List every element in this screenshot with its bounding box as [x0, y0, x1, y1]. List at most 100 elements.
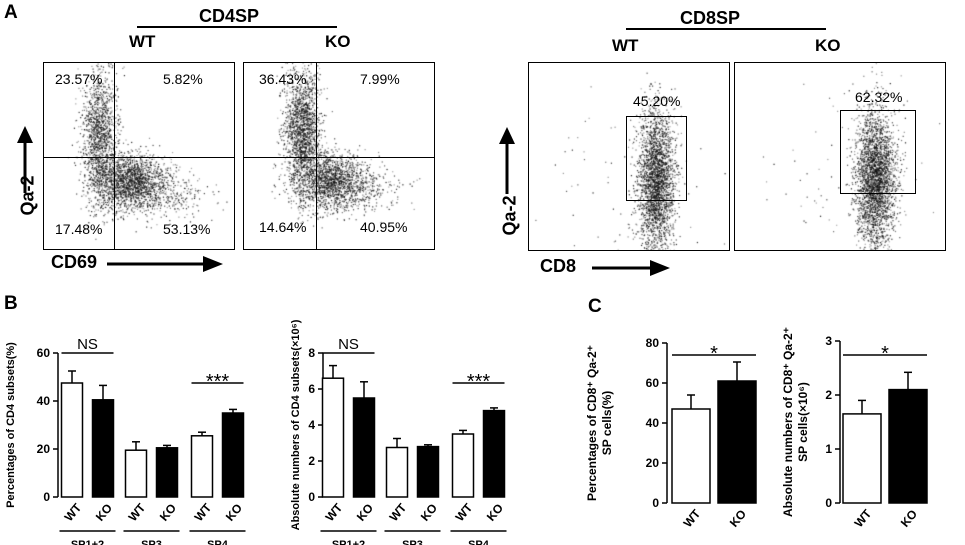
cd4-wt-dots [44, 63, 234, 249]
b1-bar-4 [190, 435, 214, 498]
b1-x-label-4: WT [192, 500, 215, 524]
c1-bar-1 [717, 380, 757, 504]
b1-group-label-2: SP4 [207, 539, 229, 545]
panel-label-c: C [588, 296, 602, 317]
b2-bar-1 [352, 397, 376, 498]
b1-x-label-1: KO [93, 501, 115, 524]
b1-x-label-2: WT [126, 500, 149, 524]
b2-bar-5 [482, 409, 506, 498]
c2-y-label-line1: Absolute numbers of CD8⁺ Qa-2⁺ [781, 327, 795, 517]
b2-bar-2 [385, 446, 409, 498]
b1-bar-0 [60, 382, 84, 498]
cd4-x-axis-label: CD69 [51, 252, 98, 272]
cd8-wt-gate-pct: 45.20% [633, 93, 681, 109]
b1-bar-2 [124, 449, 148, 498]
b2-x-label-2: WT [387, 500, 410, 524]
c1-y-label-line1: Percentages of CD8⁺ Qa-2⁺ [585, 345, 599, 501]
cd4-wt-ll-pct: 17.48% [55, 221, 103, 237]
c2-bar-0 [842, 413, 882, 504]
b1-bar-3 [155, 447, 179, 498]
b2-group-label-1: SP3 [402, 539, 423, 545]
b1-group-label-0: SP1+2 [71, 539, 104, 545]
cd4-ko-ur-pct: 7.99% [360, 71, 400, 87]
b2-y-tick-label: 2 [308, 454, 315, 468]
cd8sp-header: CD8SP [680, 8, 741, 28]
cd4-ko-lr-pct: 40.95% [360, 219, 408, 235]
c2-y-tick-label: 2 [825, 388, 832, 402]
c1-y-tick-label: 0 [652, 496, 659, 510]
cd8-ko-label: KO [815, 36, 841, 55]
b1-y-tick-label: 60 [37, 346, 51, 360]
b1-bar-1 [91, 399, 115, 498]
cd8-ko-plot: 62.32% [734, 62, 946, 251]
c2-bar-1 [888, 388, 928, 504]
cd8-wt-plot: 45.20% [528, 62, 730, 251]
c1-y-label-line2: SP cells(%) [600, 391, 614, 455]
cd8-wt-gate [626, 116, 687, 201]
cd4-ko-ul-pct: 36.43% [259, 71, 307, 87]
cd8-wt-label: WT [612, 36, 639, 55]
chart-b-absolute: 0 2 4 6 8 Absolute numbers of CD4 subsets(×10… [290, 319, 507, 545]
b2-x-label-5: KO [484, 501, 506, 524]
b2-y-tick-label: 6 [308, 382, 315, 396]
panel-label-a: A [4, 2, 18, 23]
cd4-wt-label: WT [129, 32, 156, 51]
c1-bar-0 [671, 408, 711, 504]
c2-x-label-0: WT [852, 506, 875, 530]
cd4sp-header-line [137, 26, 337, 28]
c2-x-label-1: KO [898, 507, 920, 530]
b1-y-tick-label: 40 [37, 394, 51, 408]
b1-sig-label-0: NS [77, 336, 98, 353]
b2-x-label-3: KO [418, 501, 440, 524]
c1-y-tick-label: 80 [646, 336, 660, 350]
cd4-ko-label: KO [325, 32, 351, 51]
b2-y-tick-label: 0 [308, 490, 315, 504]
cd8-ko-gate-pct: 62.32% [855, 89, 903, 105]
b1-x-label-0: WT [62, 500, 85, 524]
cd4-ko-horizontal-gate [244, 157, 434, 158]
b2-x-label-4: WT [453, 500, 476, 524]
chart-b-percent: 0 20 40 60 Percentages of CD4 subsets(%) WT KO… [5, 336, 246, 545]
b1-sig-label-1: *** [206, 371, 230, 393]
cd8sp-header-line [626, 28, 826, 30]
c2-y-tick-label: 1 [825, 442, 832, 456]
chart-c-absolute: 0 1 2 3 Absolute numbers of CD8⁺ Qa-2⁺ SP cel… [781, 327, 928, 530]
c1-sig-label-0: * [710, 343, 718, 365]
b2-y-tick-label: 4 [308, 418, 315, 432]
cd4sp-header: CD4SP [199, 6, 260, 26]
c2-y-tick-label: 3 [825, 334, 832, 348]
cd8-x-axis-arrow [592, 260, 670, 276]
b1-x-label-3: KO [157, 501, 179, 524]
cd4-wt-plot: 23.57% 5.82% 17.48% 53.13% [43, 62, 235, 250]
chart-c-percent: 0 20 40 60 80 Percentages of CD8⁺ Qa-2⁺ SP cel… [585, 336, 757, 530]
cd4-wt-horizontal-gate [44, 157, 234, 158]
cd4-wt-ur-pct: 5.82% [163, 71, 203, 87]
c1-y-tick-label: 40 [646, 416, 660, 430]
b2-sig-label-1: *** [467, 371, 491, 393]
b2-x-label-1: KO [354, 501, 376, 524]
cd4-y-axis-arrow [17, 126, 33, 193]
c1-x-label-0: WT [681, 506, 704, 530]
c1-y-tick-label: 20 [646, 456, 660, 470]
b1-bar-5 [221, 412, 245, 498]
cd8-y-axis-arrow [499, 127, 515, 194]
b2-y-tick-label: 8 [308, 346, 315, 360]
b1-y-tick-label: 0 [43, 490, 50, 504]
cd4-ko-dots [244, 63, 434, 249]
b2-group-label-2: SP4 [468, 539, 490, 545]
b2-y-label: Absolute numbers of CD4 subsets(×10⁶) [290, 319, 302, 530]
c1-x-label-1: KO [727, 507, 749, 530]
c2-y-label-line2: SP cells(×10⁶) [796, 382, 810, 462]
c1-y-tick-label: 60 [646, 376, 660, 390]
b2-sig-label-0: NS [338, 336, 359, 353]
cd8-x-axis-label: CD8 [540, 256, 577, 276]
cd8-ko-gate [840, 110, 916, 194]
b2-bar-0 [321, 377, 345, 498]
cd4-ko-ll-pct: 14.64% [259, 219, 307, 235]
b2-bar-3 [416, 445, 440, 498]
cd8-wt-dots [529, 63, 729, 250]
b1-y-tick-label: 20 [37, 442, 51, 456]
c2-sig-label-0: * [881, 343, 889, 365]
cd4-wt-vertical-gate [114, 63, 115, 249]
cd4-x-axis-arrow [107, 256, 223, 272]
